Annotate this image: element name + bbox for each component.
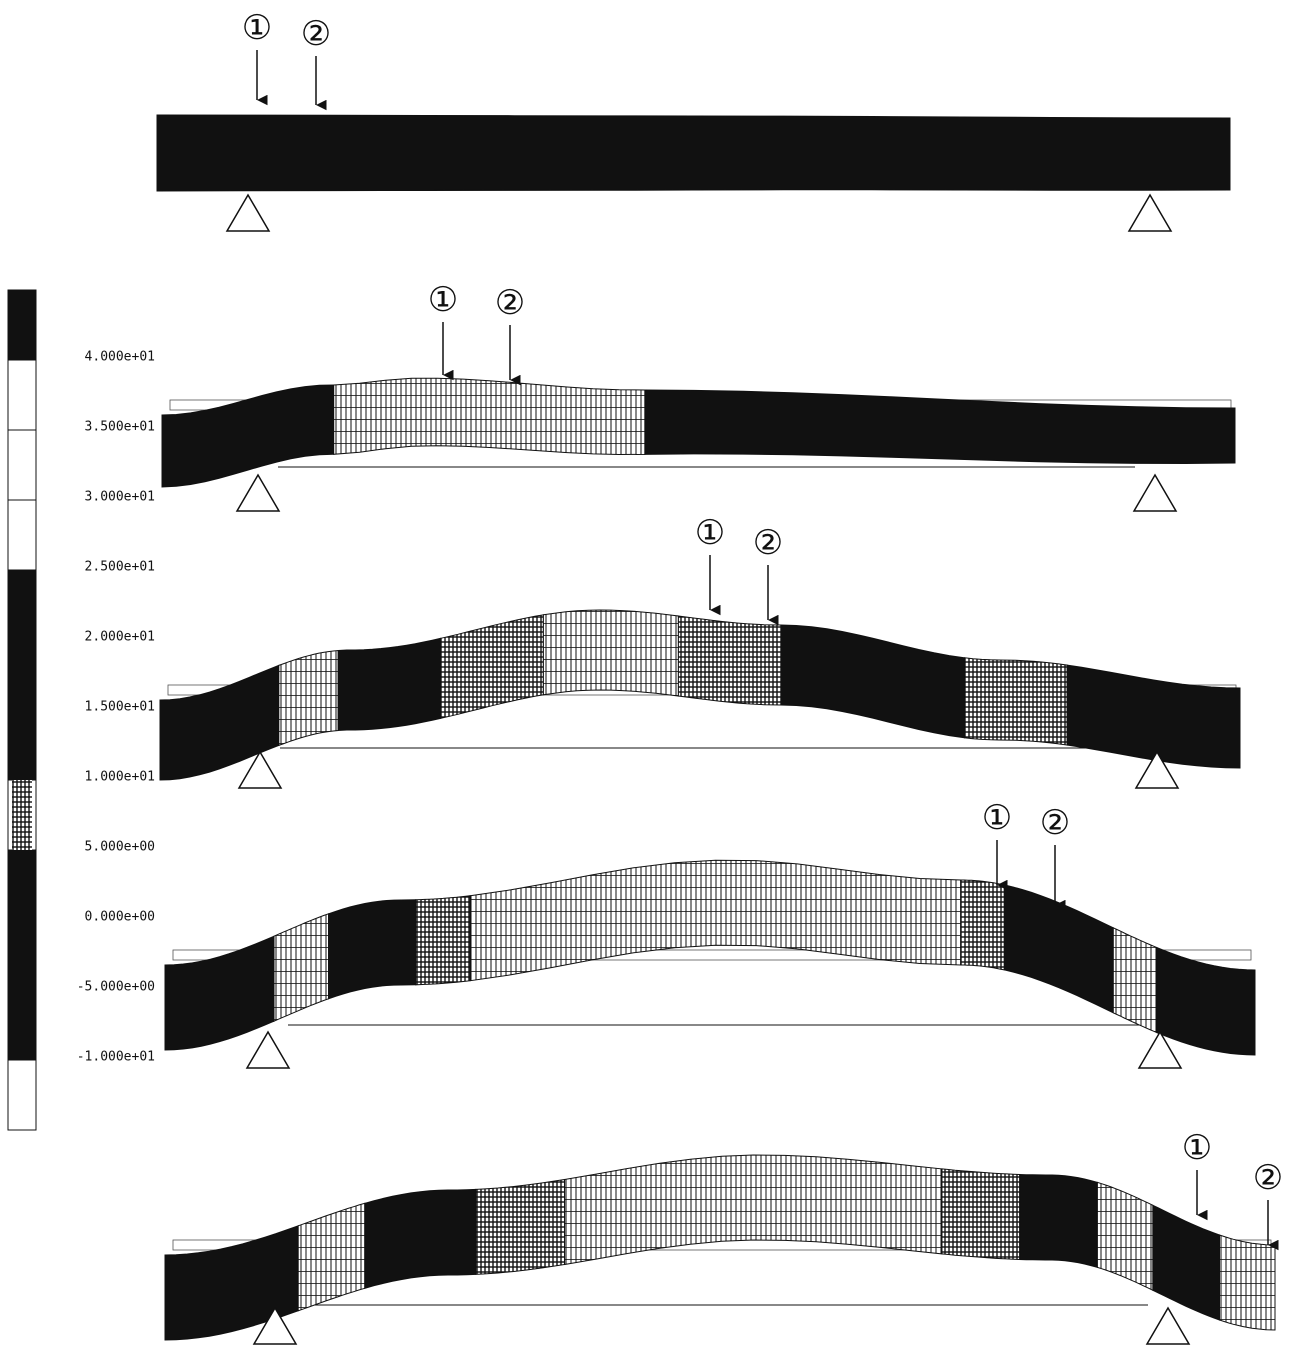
legend-label: 1.000e+01: [85, 770, 155, 785]
support: [227, 195, 269, 231]
beam-segment: [961, 880, 1005, 970]
beam-segment: [1113, 928, 1157, 1033]
beam-segment: [416, 896, 471, 985]
beam-segment: [1153, 1205, 1220, 1320]
legend-swatch: [8, 360, 36, 430]
marker-label: ①: [982, 798, 1012, 838]
beam-segment: [441, 615, 544, 719]
marker-label: ②: [1253, 1158, 1283, 1198]
beam-panel: ①②: [165, 1128, 1283, 1344]
beam-segment: [543, 610, 678, 696]
marker-label: ①: [695, 513, 725, 553]
beam-segment: [470, 860, 961, 981]
legend-label: -1.000e+01: [77, 1050, 155, 1065]
figure: 4.000e+01 3.500e+01 3.000e+01 2.500e+01 2.00…: [0, 0, 1298, 1349]
support: [1129, 195, 1171, 231]
legend-swatch: [8, 500, 36, 570]
color-legend: 4.000e+01 3.500e+01 3.000e+01 2.500e+01 2.00…: [8, 290, 155, 1130]
legend-swatch: [8, 850, 36, 1060]
legend-swatch: [8, 1060, 36, 1130]
legend-swatch: [8, 570, 36, 780]
beam-segment: [1220, 1235, 1276, 1330]
marker-label: ①: [1182, 1128, 1212, 1168]
legend-label: 3.000e+01: [85, 490, 155, 505]
beam-segment: [1004, 885, 1113, 1013]
beam-segment: [165, 936, 274, 1050]
legend-label: 0.000e+00: [85, 910, 155, 925]
legend-swatch: [12, 780, 32, 850]
legend-swatch: [8, 430, 36, 500]
beam-segment: [1097, 1182, 1153, 1290]
legend-label: 1.500e+01: [85, 700, 155, 715]
beam-segment: [334, 378, 645, 454]
marker-label: ①: [428, 280, 458, 320]
beam-segment: [781, 625, 965, 738]
legend-label: 3.500e+01: [85, 420, 155, 435]
support: [1147, 1308, 1189, 1344]
beam-segment: [942, 1169, 1020, 1260]
beam-segment: [965, 658, 1068, 745]
beam-segment: [274, 914, 329, 1021]
legend-swatch: [8, 290, 36, 360]
beam-segment: [329, 900, 416, 999]
marker-label: ②: [495, 283, 525, 323]
support: [237, 475, 279, 511]
beam-segment: [365, 1189, 476, 1288]
beam-segment: [1157, 948, 1255, 1055]
beam-segment: [338, 638, 441, 730]
marker-label: ①: [242, 8, 272, 48]
legend-label: -5.000e+00: [77, 980, 155, 995]
beam-segment: [1020, 1175, 1098, 1268]
support: [1134, 475, 1176, 511]
legend-label: 5.000e+00: [85, 840, 155, 855]
marker-label: ②: [753, 523, 783, 563]
support: [247, 1032, 289, 1068]
marker-label: ②: [1040, 803, 1070, 843]
legend-label: 2.500e+01: [85, 560, 155, 575]
legend-label: 4.000e+01: [85, 350, 155, 365]
beam-segment: [157, 115, 1230, 191]
beam-segment: [1067, 665, 1240, 768]
legend-label: 2.000e+01: [85, 630, 155, 645]
beam-segment: [678, 616, 781, 705]
beam-segment: [279, 651, 338, 746]
marker-label: ②: [301, 14, 331, 54]
beam-segment: [476, 1180, 565, 1275]
beam-segment: [298, 1203, 365, 1311]
beam-segment: [565, 1155, 942, 1265]
beam-segment: [645, 390, 1235, 464]
